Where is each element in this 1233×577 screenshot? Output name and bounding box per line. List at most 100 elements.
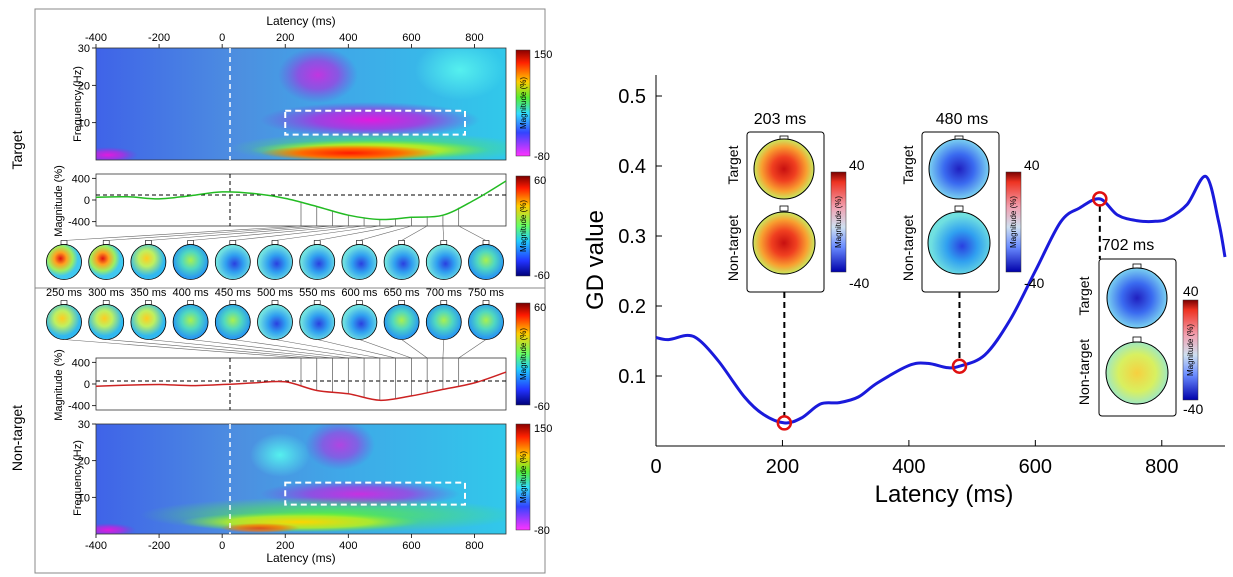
- gd-x-tick-label: 400: [892, 456, 925, 478]
- mag2-y-ticks: 400 0 -400: [68, 357, 96, 413]
- mag1-cbar-max: 60: [534, 175, 546, 187]
- topomap-time-label: 550 ms: [299, 287, 336, 299]
- inset-480-cbar-label: Magnitude (%): [1009, 196, 1018, 248]
- topomap-nose: [145, 240, 152, 245]
- nontarget-connector: [359, 339, 412, 359]
- gd-markers: [776, 191, 1108, 431]
- gd-marker: [951, 358, 968, 374]
- target-heatmap: [96, 48, 506, 160]
- topomap-nose: [440, 300, 448, 305]
- topomap-time-label: 750 ms: [468, 287, 505, 299]
- topomap-nose: [229, 240, 237, 245]
- inset-203-nontarget-scalp: [752, 211, 816, 275]
- target-magnitude-line: [95, 180, 507, 221]
- nontarget-connector: [232, 339, 365, 359]
- topomap-nose: [398, 240, 405, 245]
- topomap-time-label: 250 ms: [46, 287, 83, 299]
- tf1-x-tick-label: 600: [402, 32, 420, 44]
- tf2-y-tick-label: 20: [78, 456, 90, 468]
- mag1-y-ticks: 400 0 -400: [68, 173, 96, 229]
- tf1-frame: [95, 47, 507, 161]
- tf2-y-tick-label: 30: [78, 419, 90, 431]
- gd-x-tick-label: 800: [1145, 456, 1178, 478]
- tf2-bottom-ticks: -400 -200 0 200 400 600 800: [85, 534, 484, 552]
- nontarget-topomap: [214, 304, 251, 340]
- target-connector: [106, 225, 317, 241]
- gd-marker-dashes: [783, 205, 1101, 416]
- nontarget-topomap: [46, 304, 82, 340]
- target-topomap: [299, 244, 336, 280]
- topomap-nose: [60, 300, 68, 305]
- gd-marker: [1092, 191, 1108, 207]
- target-topomap-connectors: [63, 225, 487, 241]
- inset-480-colorbar: [1005, 171, 1022, 273]
- target-topomaps: [46, 240, 504, 280]
- nontarget-topomap: [425, 304, 462, 340]
- nontarget-topomap: [130, 304, 167, 340]
- tf2-yellow-band: [180, 512, 420, 532]
- gd-ticks: 0 200 400 600 800 0.1 0.2 0.3 0.4 0.5: [618, 86, 1178, 478]
- target-topomap: [341, 244, 378, 280]
- tf1-x-tick-label: -400: [85, 32, 107, 44]
- nontarget-heatmap: [96, 424, 506, 534]
- nontarget-topomap: [383, 304, 420, 340]
- topomap-nose: [398, 300, 405, 305]
- tf2-frame: [95, 423, 507, 535]
- inset-480-nontarget-scalp: [927, 211, 991, 275]
- target-topomap: [88, 244, 125, 280]
- topomap-time-label: 600 ms: [341, 287, 378, 299]
- inset-203-target-label: Target: [725, 145, 741, 184]
- topomap-time-label: 300 ms: [88, 287, 125, 299]
- tf2-cbar-max: 150: [534, 423, 552, 435]
- topomap-nose: [482, 300, 490, 305]
- inset-702-time-label: 702 ms: [1102, 237, 1154, 254]
- tf2-x-tick-label: 800: [465, 540, 483, 552]
- mag2-y-tick-label: 0: [84, 379, 90, 391]
- target-connector: [190, 225, 349, 241]
- inset-480-target-scalp: [928, 138, 990, 200]
- tf1-x-tick-label: 400: [339, 32, 357, 44]
- topomap-nose: [313, 300, 321, 305]
- nontarget-connector: [190, 339, 349, 359]
- topomap-nose: [271, 240, 279, 245]
- tf2-colorbar: [515, 423, 531, 531]
- gd-y-tick-label: 0.5: [618, 86, 646, 108]
- tf1-cbar-max: 150: [534, 49, 552, 61]
- tf1-x-tick-label: -200: [148, 32, 170, 44]
- target-topomap: [257, 244, 293, 280]
- target-topomap: [214, 244, 251, 280]
- tf2-cbar-min: -80: [534, 525, 550, 537]
- nontarget-connector: [148, 339, 333, 359]
- tf1-y-tick-label: 20: [78, 80, 90, 92]
- mag2-y-tick-label: -400: [68, 401, 90, 413]
- gd-y-tick-label: 0.3: [618, 226, 646, 248]
- tf2-y-tick-label: 10: [78, 492, 90, 504]
- gd-x-tick-label: 600: [1019, 456, 1052, 478]
- top-x-axis-label: Latency (ms): [266, 14, 335, 28]
- tf1-x-tick-label: 0: [219, 32, 225, 44]
- topomap-time-label: 450 ms: [215, 287, 252, 299]
- topomap-time-label: 400 ms: [173, 287, 210, 299]
- inset-203-nontarget-nose: [779, 205, 789, 212]
- mag1-y-tick-label: 400: [72, 173, 90, 185]
- tf1-y-tick-label: 30: [78, 43, 90, 55]
- mag1-y-label: Magnitude (%): [53, 165, 65, 237]
- mag2-colorbar: [515, 302, 531, 406]
- target-topomap: [468, 244, 504, 280]
- tf1-cbar-label: Magnitude (%): [519, 77, 528, 129]
- inset-203-cbar-min: -40: [849, 275, 869, 291]
- topomap-nose: [271, 300, 279, 305]
- tf2-x-tick-label: -400: [85, 540, 107, 552]
- inset-480-head-nontarget: [927, 205, 991, 275]
- nontarget-connector: [458, 339, 487, 359]
- gd-y-label: GD value: [582, 210, 609, 310]
- inset-702-head-target: [1106, 263, 1168, 329]
- inset-702-cbar-max: 40: [1183, 283, 1199, 299]
- tf1-highlight-box: [284, 109, 466, 136]
- tf1-magenta-blob: [260, 102, 480, 138]
- tf2-y-label: Frequency (Hz): [72, 440, 84, 516]
- inset-480-time-label: 480 ms: [936, 111, 988, 128]
- bottom-x-axis-label: Latency (ms): [266, 551, 335, 565]
- inset-702-head-nontarget: [1105, 336, 1169, 405]
- inset-480-head-target: [928, 135, 990, 200]
